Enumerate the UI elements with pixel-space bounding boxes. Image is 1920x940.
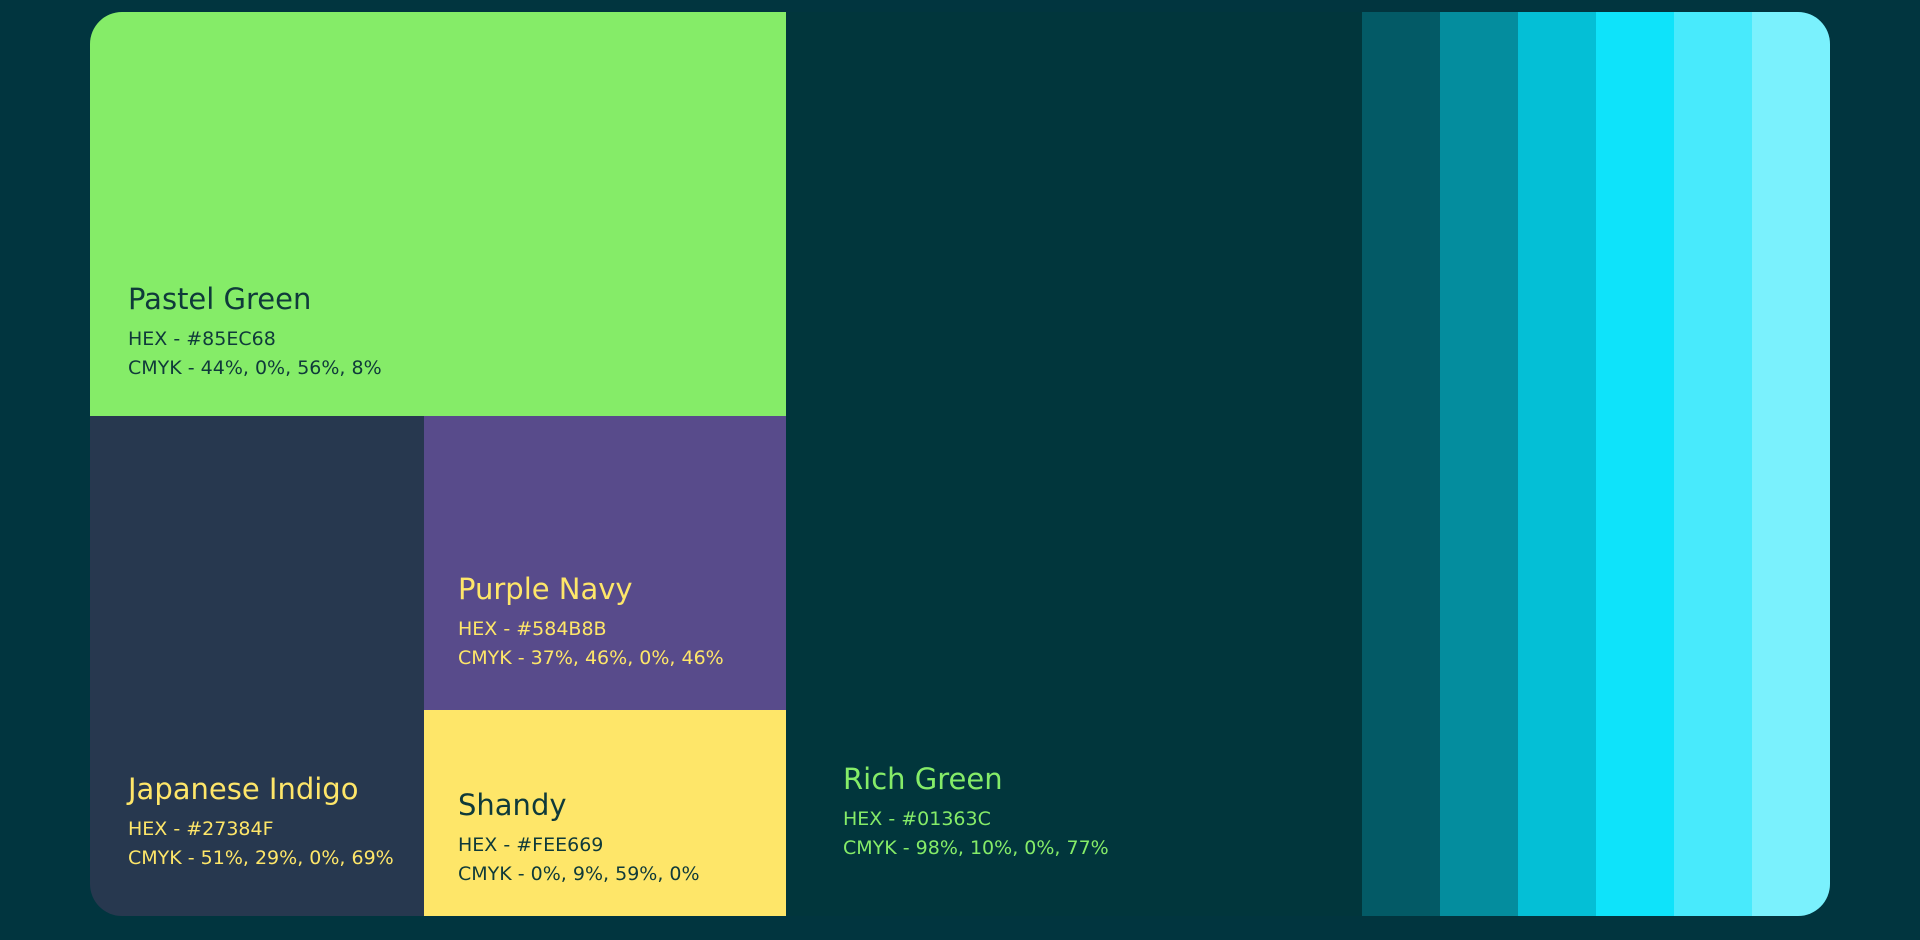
color-name: Shandy xyxy=(458,788,567,822)
cmyk-value: CMYK - 44%, 0%, 56%, 8% xyxy=(128,357,382,379)
cmyk-value: CMYK - 98%, 10%, 0%, 77% xyxy=(843,837,1109,859)
hex-value: HEX - #584B8B xyxy=(458,618,607,640)
tint-strip-2 xyxy=(1440,12,1518,916)
tint-strip-4 xyxy=(1596,12,1674,916)
swatch-pastel-green: Pastel Green HEX - #85EC68 CMYK - 44%, 0… xyxy=(90,12,786,416)
swatch-info: Rich Green HEX - #01363C CMYK - 98%, 10%… xyxy=(843,762,1109,863)
swatch-info: Pastel Green HEX - #85EC68 CMYK - 44%, 0… xyxy=(128,282,382,383)
hex-value: HEX - #01363C xyxy=(843,808,991,830)
swatch-info: Purple Navy HEX - #584B8B CMYK - 37%, 46… xyxy=(458,572,724,673)
swatch-info: Shandy HEX - #FEE669 CMYK - 0%, 9%, 59%,… xyxy=(458,788,700,889)
swatch-japanese-indigo: Japanese Indigo HEX - #27384F CMYK - 51%… xyxy=(90,416,424,916)
tint-strip-3 xyxy=(1518,12,1596,916)
hex-value: HEX - #85EC68 xyxy=(128,328,276,350)
color-name: Rich Green xyxy=(843,762,1003,796)
color-name: Purple Navy xyxy=(458,572,633,606)
swatch-purple-navy: Purple Navy HEX - #584B8B CMYK - 37%, 46… xyxy=(424,416,786,710)
tint-strip-1 xyxy=(1362,12,1440,916)
swatch-info: Japanese Indigo HEX - #27384F CMYK - 51%… xyxy=(128,772,394,873)
swatch-shandy: Shandy HEX - #FEE669 CMYK - 0%, 9%, 59%,… xyxy=(424,710,786,916)
tint-strip-6 xyxy=(1752,12,1830,916)
cmyk-value: CMYK - 37%, 46%, 0%, 46% xyxy=(458,647,724,669)
color-palette-board: Pastel Green HEX - #85EC68 CMYK - 44%, 0… xyxy=(90,12,1830,916)
tint-strip-5 xyxy=(1674,12,1752,916)
hex-value: HEX - #FEE669 xyxy=(458,834,604,856)
cmyk-value: CMYK - 0%, 9%, 59%, 0% xyxy=(458,863,700,885)
hex-value: HEX - #27384F xyxy=(128,818,274,840)
color-name: Japanese Indigo xyxy=(128,772,359,806)
swatch-rich-green: Rich Green HEX - #01363C CMYK - 98%, 10%… xyxy=(786,12,1362,916)
color-name: Pastel Green xyxy=(128,282,312,316)
cmyk-value: CMYK - 51%, 29%, 0%, 69% xyxy=(128,847,394,869)
